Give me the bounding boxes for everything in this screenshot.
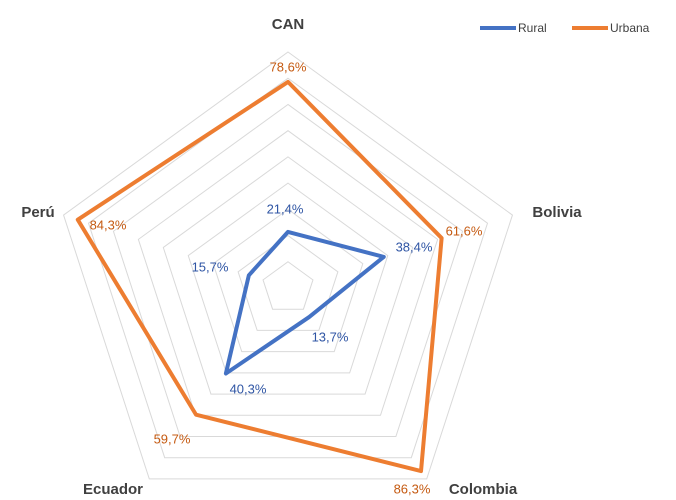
grid-ring [112, 103, 464, 437]
series-line [223, 229, 386, 376]
legend-label: Rural [518, 21, 547, 35]
data-label: 13,7% [312, 329, 349, 344]
category-label: Colombia [449, 481, 518, 498]
data-label: 78,6% [270, 59, 307, 74]
category-label: Bolivia [532, 204, 582, 221]
data-label: 59,7% [154, 431, 191, 446]
data-label: 86,3% [394, 481, 431, 496]
category-label: Perú [21, 204, 54, 221]
legend-label: Urbana [610, 21, 650, 35]
data-label: 21,4% [267, 201, 304, 216]
grid-ring [87, 77, 489, 459]
grid-ring [62, 51, 514, 480]
data-label: 61,6% [446, 223, 483, 238]
data-label: 40,3% [230, 381, 267, 396]
grid-ring [137, 130, 439, 416]
series-line [75, 79, 444, 474]
category-label: Ecuador [83, 481, 143, 498]
category-label: CAN [272, 16, 305, 33]
grid-ring [187, 182, 389, 374]
data-label: 15,7% [192, 259, 229, 274]
data-label: 84,3% [90, 217, 127, 232]
data-label: 38,4% [396, 239, 433, 254]
grid-ring [212, 208, 364, 353]
grid-ring [237, 234, 339, 331]
grid-ring [162, 156, 414, 395]
grid-ring [262, 261, 314, 310]
